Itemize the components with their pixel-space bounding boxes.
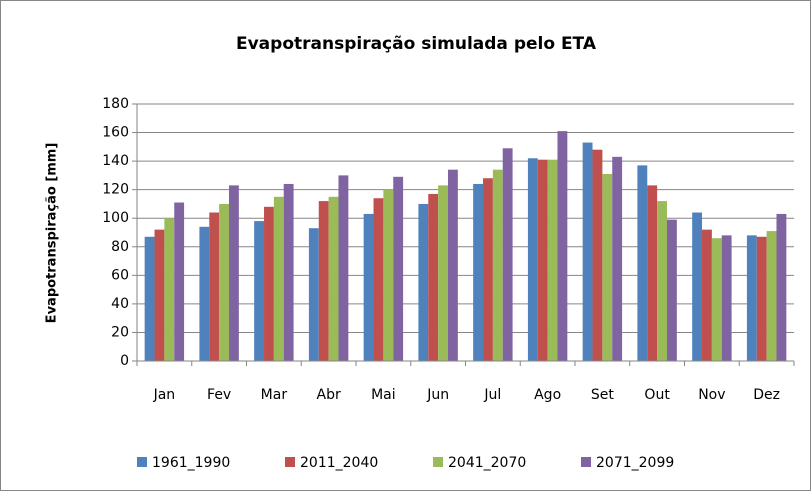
bar	[428, 193, 439, 361]
bar	[721, 235, 732, 361]
x-tick-label: Jun	[426, 387, 449, 403]
x-tick-label: Mar	[261, 387, 288, 403]
legend-label: 2041_2070	[448, 455, 526, 471]
bar	[338, 175, 349, 361]
bar	[637, 165, 648, 361]
bar	[592, 149, 603, 361]
bar	[602, 173, 613, 361]
bar	[383, 189, 394, 361]
y-tick-label: 20	[111, 324, 129, 340]
bar	[756, 236, 767, 361]
bar	[308, 228, 319, 361]
bar	[492, 169, 503, 361]
legend-swatch	[581, 457, 591, 467]
bar	[154, 229, 165, 361]
y-tick-label: 100	[102, 210, 129, 226]
y-tick-label: 120	[102, 182, 129, 198]
x-tick-label: Abr	[317, 387, 341, 403]
bar	[254, 221, 265, 361]
x-tick-label: Jan	[153, 387, 176, 403]
bar	[418, 203, 429, 361]
bar	[647, 185, 658, 361]
bar	[692, 212, 703, 361]
y-tick-label: 0	[120, 353, 129, 369]
bar	[612, 156, 623, 361]
y-tick-label: 160	[102, 125, 129, 141]
legend-label: 1961_1990	[152, 455, 230, 471]
x-tick-label: Nov	[698, 387, 725, 403]
bar	[174, 202, 185, 361]
bar	[328, 196, 339, 361]
x-tick-label: Out	[644, 387, 670, 403]
x-tick-label: Dez	[753, 387, 780, 403]
bar	[199, 226, 210, 361]
legend-label: 2011_2040	[300, 455, 378, 471]
bar	[209, 212, 220, 361]
bar	[547, 159, 558, 361]
chart-title: Evapotranspiração simulada pelo ETA	[236, 34, 597, 54]
legend-swatch	[137, 457, 147, 467]
bar	[776, 213, 787, 361]
legend-label: 2071_2099	[596, 455, 674, 471]
legend-swatch	[285, 457, 295, 467]
bar	[283, 183, 294, 361]
bar	[766, 231, 777, 361]
bar	[483, 178, 493, 361]
bar	[447, 169, 458, 361]
bar	[473, 183, 484, 361]
bar	[711, 238, 722, 361]
bar	[363, 213, 374, 361]
y-tick-label: 180	[102, 96, 129, 112]
y-tick-label: 60	[111, 267, 129, 283]
y-axis-label: Evapotranspiração [mm]	[45, 143, 60, 324]
bar	[393, 176, 404, 361]
x-tick-label: Set	[591, 387, 615, 403]
y-tick-label: 80	[111, 239, 129, 255]
bar	[557, 131, 568, 361]
bar	[219, 203, 229, 361]
bar	[537, 159, 548, 361]
bar	[702, 229, 712, 361]
legend-swatch	[433, 457, 443, 467]
bar	[746, 235, 757, 361]
bar	[527, 158, 538, 361]
bar	[228, 185, 239, 361]
bar	[438, 185, 448, 361]
x-tick-label: Fev	[207, 387, 231, 403]
bar	[273, 196, 284, 361]
bar	[264, 206, 274, 361]
bar	[144, 236, 155, 361]
bar	[582, 142, 593, 361]
bar	[666, 219, 677, 361]
x-tick-label: Mai	[371, 387, 396, 403]
x-tick-label: Ago	[534, 387, 561, 403]
x-tick-label: Jul	[483, 387, 501, 403]
bar	[318, 201, 329, 361]
bar	[164, 218, 175, 361]
bar	[502, 148, 513, 361]
bar	[373, 198, 384, 361]
y-tick-label: 140	[102, 153, 129, 169]
y-tick-label: 40	[111, 296, 129, 312]
bar	[657, 201, 667, 361]
